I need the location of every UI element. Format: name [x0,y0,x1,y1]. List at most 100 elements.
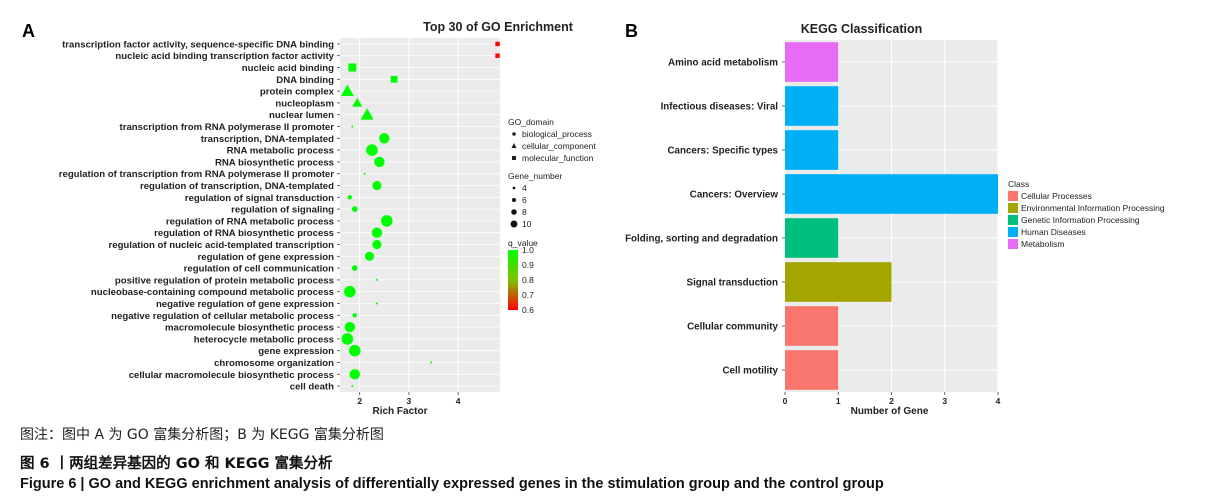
y-tick-label: Signal transduction [687,278,778,289]
y-tick-label: regulation of RNA metabolic process [166,216,334,227]
legend-color-key [1008,203,1018,213]
data-point [375,302,378,305]
legend-size-key [511,209,517,215]
y-tick-label: transcription, DNA-templated [201,134,334,145]
y-tick-label: regulation of nucleic acid-templated tra… [109,240,335,251]
data-point [374,156,385,168]
kegg-classification-panel: B KEGG Classification Amino acid metabolis… [625,21,1165,417]
y-tick-label: regulation of signaling [231,205,334,216]
data-point [364,251,375,261]
kegg-bar [785,42,839,82]
data-point [351,206,358,212]
x-axis-label: Rich Factor [372,406,427,417]
legend-size-key [510,220,518,228]
data-point [351,385,354,388]
y-tick-label: regulation of RNA biosynthetic process [154,228,334,239]
kegg-bar [785,306,839,346]
legend-color-key [1008,215,1018,225]
plot-background [340,38,500,392]
x-tick-label: 2 [357,396,362,406]
data-point [363,172,366,175]
figure-canvas: A Top 30 of GO Enrichment transcription fa… [22,20,1165,417]
y-tick-label: DNA binding [276,75,334,86]
legend-title: GO_domain [508,117,554,127]
y-tick-label: Cell motility [722,366,778,377]
figure-caption-english: Figure 6 | GO and KEGG enrichment analys… [20,476,884,492]
legend-color-key [1008,239,1018,249]
x-tick-label: 4 [996,396,1001,406]
go-enrichment-panel: A Top 30 of GO Enrichment transcription fa… [22,20,596,417]
legend-triangle-key [511,143,517,148]
colorbar-tick-label: 0.8 [522,275,534,285]
y-tick-label: nucleobase-containing compound metabolic… [91,287,334,298]
legend-title: Class [1008,179,1029,189]
legend-title: Gene_number [508,171,563,181]
data-point [390,75,398,83]
figure-note: 图注：图中 A 为 GO 富集分析图；B 为 KEGG 富集分析图 [20,427,384,443]
y-tick-label: nucleoplasm [275,98,334,109]
y-tick-label: nuclear lumen [269,110,334,121]
legend-square-key [512,156,516,160]
kegg-bar [785,350,839,390]
data-point [379,133,390,144]
x-tick-label: 2 [889,396,894,406]
y-tick-label: regulation of cell communication [184,264,334,275]
legend-label: Genetic Information Processing [1021,215,1140,225]
y-tick-label: Cellular community [687,322,778,333]
kegg-bar [785,262,892,302]
x-tick-label: 4 [456,396,461,406]
y-tick-label: Folding, sorting and degradation [625,234,778,245]
data-point [371,227,383,238]
data-point [344,321,356,333]
data-point [348,63,357,72]
x-axis-label: Number of Gene [851,406,929,417]
legend-label: 10 [522,219,532,229]
y-tick-label: Amino acid metabolism [668,58,778,69]
data-point [430,361,433,364]
data-point [360,108,374,120]
data-point [375,278,378,281]
y-tick-label: transcription from RNA polymerase II pro… [120,122,335,133]
y-tick-label: gene expression [258,346,334,357]
legend-size-key [512,186,516,190]
y-tick-label: protein complex [260,87,335,98]
legend-label: 6 [522,195,527,205]
data-point [495,53,500,58]
y-tick-label: cellular macromolecule biosynthetic proc… [129,370,334,381]
legend-label: molecular_function [522,153,594,163]
legend-label: cellular_component [522,141,596,151]
y-tick-label: negative regulation of cellular metaboli… [111,311,334,322]
data-point [351,125,354,128]
data-point [347,195,353,200]
chart-title: Top 30 of GO Enrichment [423,20,574,34]
y-tick-label: macromolecule biosynthetic process [165,323,334,334]
y-tick-label: Infectious diseases: Viral [661,102,779,113]
y-tick-label: transcription factor activity, sequence-… [62,39,334,50]
panel-b-letter: B [625,21,638,41]
x-tick-label: 3 [407,396,412,406]
kegg-bar [785,86,839,126]
legend-label: Cellular Processes [1021,191,1092,201]
legend-color-key [1008,227,1018,237]
q-value-colorbar [508,250,518,310]
data-point [344,285,356,298]
data-point [380,215,393,227]
y-tick-label: regulation of transcription, DNA-templat… [140,181,334,192]
chart-title: KEGG Classification [801,22,923,36]
y-tick-label: positive regulation of protein metabolic… [115,275,334,286]
figure-caption-chinese: 图 6 丨两组差异基因的 GO 和 KEGG 富集分析 [20,456,333,472]
kegg-bar [785,130,839,170]
y-tick-label: chromosome organization [214,358,334,369]
data-point [366,144,378,156]
y-tick-label: RNA metabolic process [227,146,334,157]
data-point [352,313,357,318]
y-tick-label: cell death [290,382,334,393]
colorbar-tick-label: 0.9 [522,260,534,270]
data-point [495,41,500,47]
colorbar-tick-label: 0.6 [522,305,534,315]
data-point [372,239,382,250]
x-tick-label: 0 [783,396,788,406]
panel-a-letter: A [22,21,35,41]
y-tick-label: nucleic acid binding [242,63,334,74]
legend-label: 8 [522,207,527,217]
